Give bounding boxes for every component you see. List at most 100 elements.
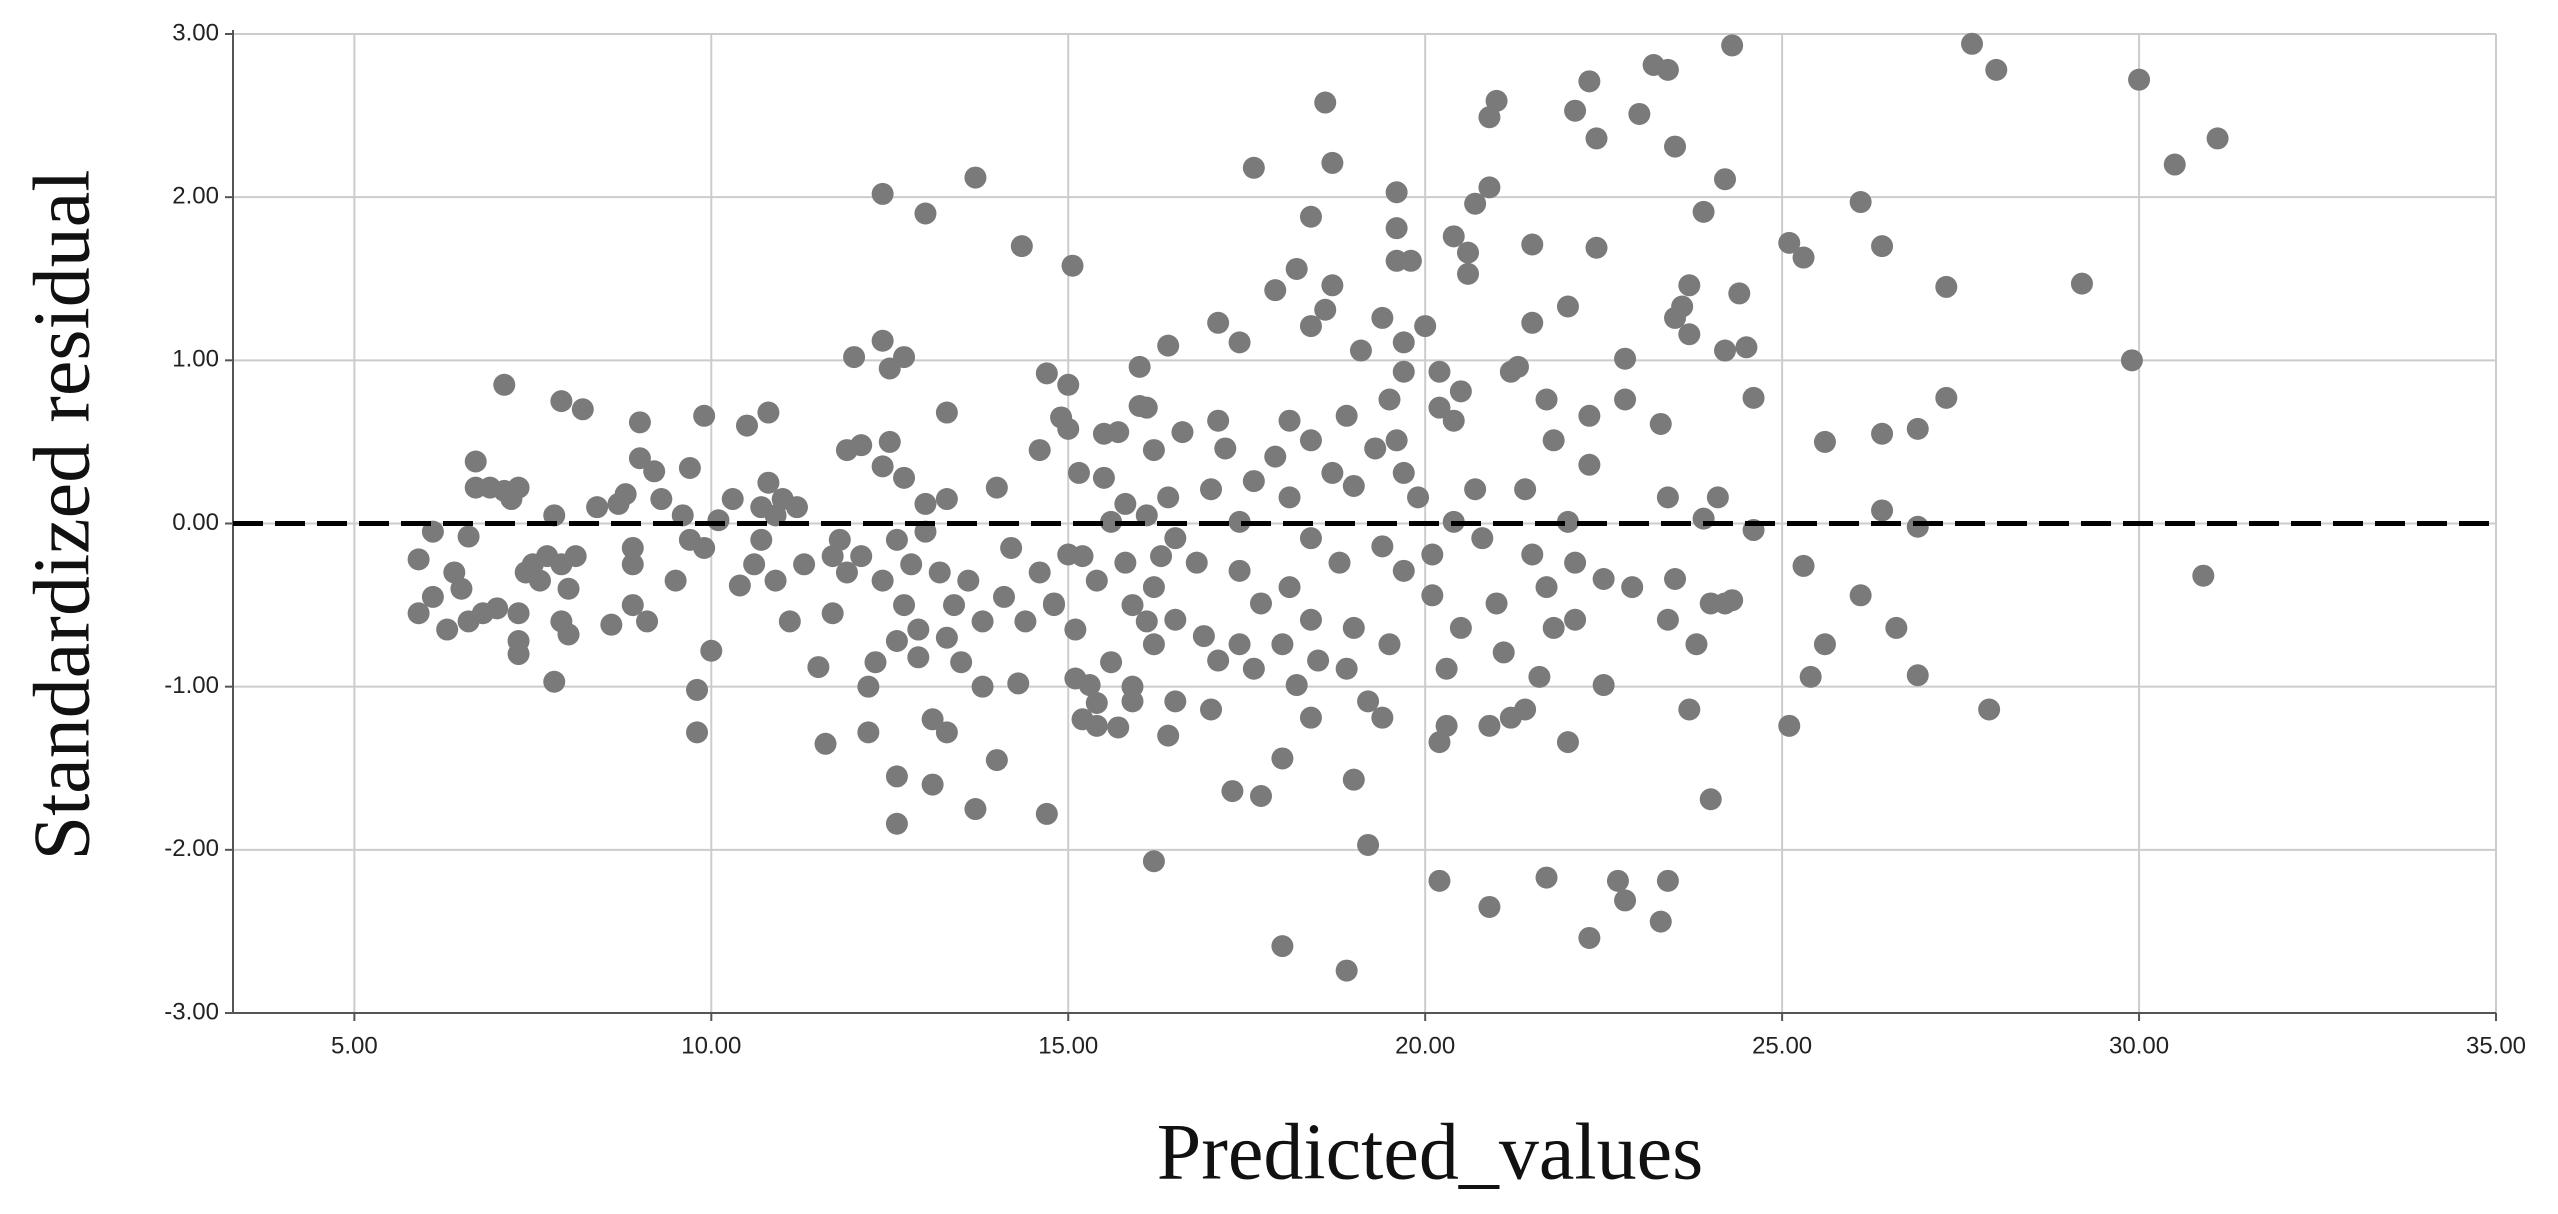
point <box>1564 551 1587 574</box>
point <box>1428 731 1451 754</box>
point <box>1200 478 1223 501</box>
point <box>1321 461 1344 484</box>
point <box>1114 551 1137 574</box>
point <box>821 602 844 625</box>
point <box>1342 474 1365 497</box>
point <box>1528 665 1551 688</box>
point <box>1407 486 1430 509</box>
point <box>1392 360 1415 383</box>
point <box>1556 731 1579 754</box>
point <box>985 476 1008 499</box>
point <box>1871 422 1894 445</box>
point <box>935 626 958 649</box>
point <box>1585 236 1608 259</box>
point <box>1478 176 1501 199</box>
point <box>828 528 851 551</box>
point <box>528 569 551 592</box>
point <box>1342 768 1365 791</box>
point <box>871 182 894 205</box>
point <box>1935 275 1958 298</box>
point <box>1064 618 1087 641</box>
point <box>1692 200 1715 223</box>
point <box>1706 486 1729 509</box>
point <box>1678 698 1701 721</box>
point <box>1464 478 1487 501</box>
point <box>893 594 916 617</box>
x-tick-label: 25.00 <box>1752 1032 1812 1059</box>
point <box>971 610 994 633</box>
point <box>1621 576 1644 599</box>
point <box>1299 315 1322 338</box>
point <box>1535 576 1558 599</box>
point <box>1428 869 1451 892</box>
point <box>1264 279 1287 302</box>
point <box>850 434 873 457</box>
point <box>1678 274 1701 297</box>
point <box>1228 510 1251 533</box>
point <box>1357 833 1380 856</box>
point <box>1142 576 1165 599</box>
point <box>1585 127 1608 150</box>
point <box>421 520 444 543</box>
point <box>1478 714 1501 737</box>
point <box>1057 543 1080 566</box>
point <box>1721 589 1744 612</box>
point <box>864 651 887 674</box>
point <box>1142 850 1165 873</box>
point <box>964 166 987 189</box>
point <box>1778 231 1801 254</box>
point <box>1614 347 1637 370</box>
point <box>1735 336 1758 359</box>
point <box>1107 421 1130 444</box>
point <box>850 545 873 568</box>
point <box>735 414 758 437</box>
point <box>721 488 744 511</box>
point <box>1813 633 1836 656</box>
point <box>1285 674 1308 697</box>
point <box>678 457 701 480</box>
x-tick-label: 30.00 <box>2109 1032 2169 1059</box>
point <box>778 610 801 633</box>
point <box>614 483 637 506</box>
point <box>935 721 958 744</box>
point <box>1392 331 1415 354</box>
x-axis-title: Predicted_values <box>1157 1108 1703 1196</box>
point <box>1457 241 1480 264</box>
point <box>914 492 937 515</box>
point <box>885 629 908 652</box>
point <box>1906 664 1929 687</box>
point <box>1492 641 1515 664</box>
point <box>1378 388 1401 411</box>
point <box>664 569 687 592</box>
point <box>1185 551 1208 574</box>
point <box>1614 889 1637 912</box>
point <box>1242 657 1265 680</box>
point <box>1885 616 1908 639</box>
point <box>1392 559 1415 582</box>
point <box>1135 504 1158 527</box>
point <box>1364 437 1387 460</box>
point <box>1314 298 1337 321</box>
point <box>693 404 716 427</box>
point <box>1385 217 1408 240</box>
point <box>1471 527 1494 550</box>
point <box>935 401 958 424</box>
point <box>1935 386 1958 409</box>
point <box>1714 339 1737 362</box>
point <box>1614 388 1637 411</box>
point <box>1671 295 1694 318</box>
point <box>921 773 944 796</box>
point <box>1164 608 1187 631</box>
point <box>1728 282 1751 305</box>
point <box>1906 417 1929 440</box>
point <box>1242 156 1265 179</box>
point <box>1799 665 1822 688</box>
point <box>1085 691 1108 714</box>
point <box>586 496 609 519</box>
point <box>1813 430 1836 453</box>
point <box>1114 492 1137 515</box>
point <box>1014 610 1037 633</box>
point <box>1135 396 1158 419</box>
points <box>407 32 2229 982</box>
